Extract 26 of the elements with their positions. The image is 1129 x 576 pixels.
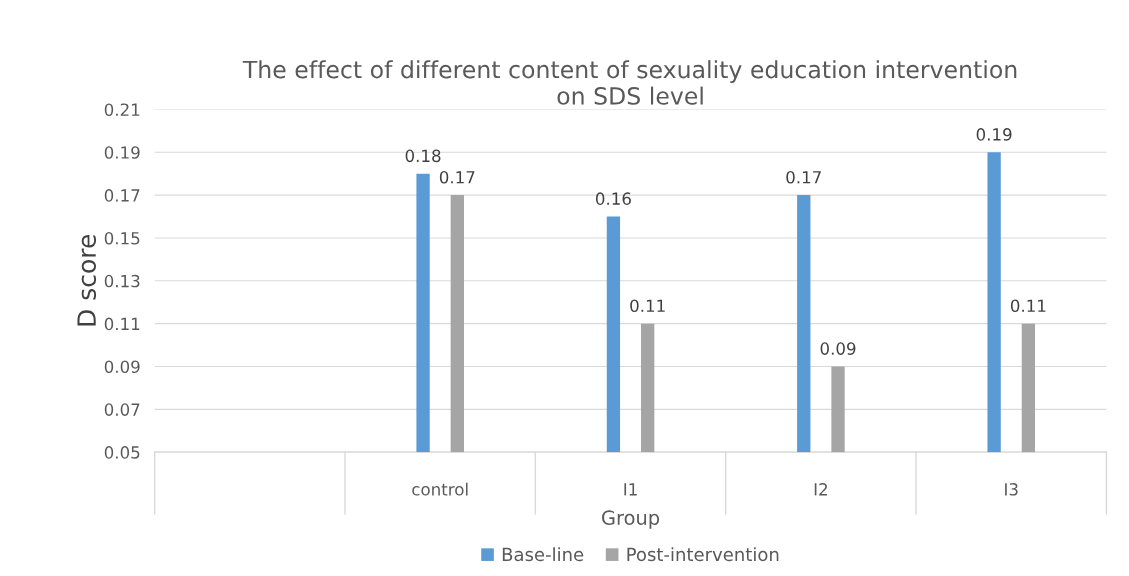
y-tick-label: 0.07 [104, 403, 140, 416]
x-axis-title: Group [602, 510, 660, 529]
y-axis-title: D score [77, 234, 97, 326]
data-label: 0.17 [439, 170, 475, 184]
y-tick-label: 0.09 [104, 360, 140, 374]
y-tick-label: 0.19 [104, 146, 140, 159]
x-tick-label: I2 [814, 483, 827, 496]
x-tick-label: control [412, 482, 468, 496]
y-tick-label: 0.05 [104, 446, 140, 459]
data-label: 0.11 [630, 299, 665, 313]
data-label: 0.19 [976, 128, 1012, 141]
y-tick-label: 0.17 [104, 189, 140, 202]
x-tick-label: I3 [1005, 483, 1018, 496]
legend-label: Post-intervention [627, 547, 779, 562]
data-label: 0.11 [1010, 299, 1046, 313]
data-label: 0.18 [405, 149, 441, 163]
y-tick-label: 0.13 [104, 274, 140, 288]
chart-title: The effect of different content of sexuality education intervention on SDS level [242, 60, 1017, 105]
y-tick-label: 0.21 [104, 103, 140, 117]
legend-label: Base-line [502, 547, 584, 562]
x-tick-label: I1 [624, 483, 637, 496]
y-tick-label: 0.15 [104, 231, 140, 245]
data-label: 0.09 [820, 342, 856, 355]
y-tick-label: 0.11 [104, 317, 140, 331]
data-label: 0.16 [595, 192, 631, 205]
data-label: 0.17 [786, 170, 821, 184]
